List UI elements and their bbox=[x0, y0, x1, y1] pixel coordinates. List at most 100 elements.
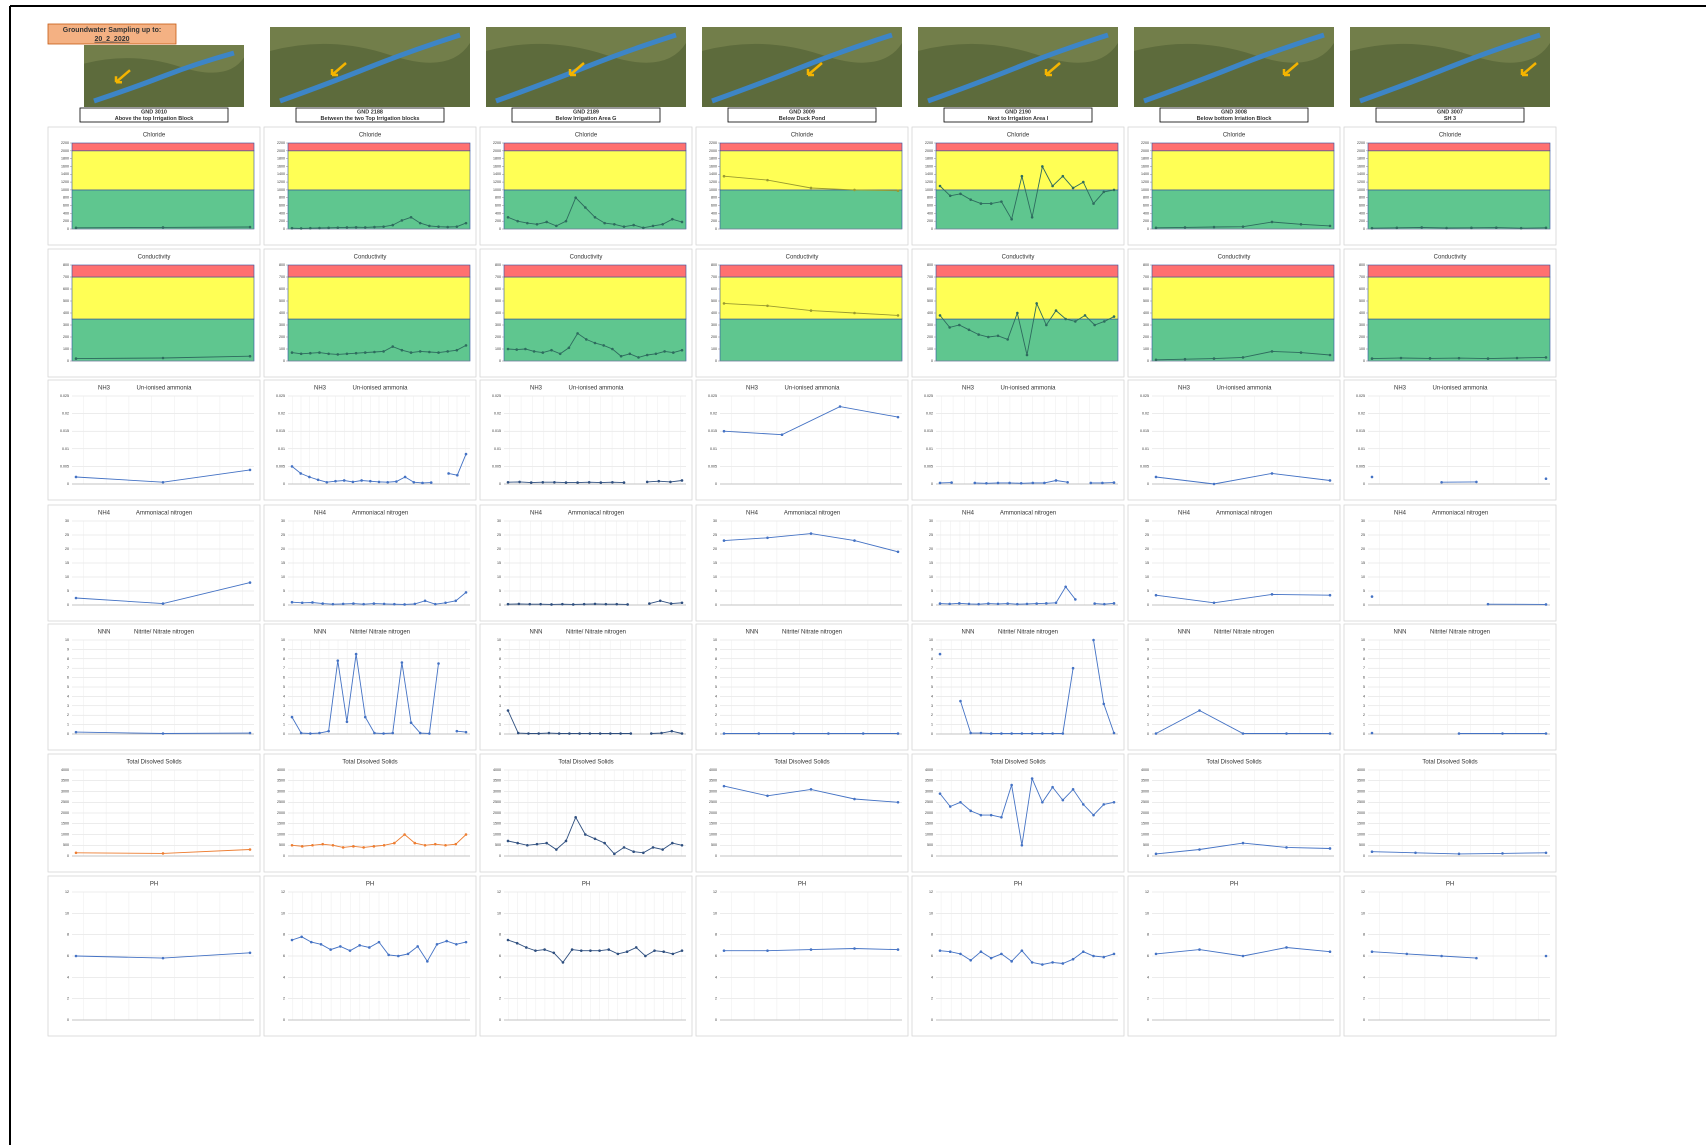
data-point bbox=[533, 350, 536, 353]
data-point bbox=[355, 653, 358, 656]
y-tick-label: 4000 bbox=[1357, 768, 1365, 772]
y-tick-label: 30 bbox=[281, 519, 285, 523]
data-point bbox=[352, 602, 355, 605]
threshold-band bbox=[504, 277, 686, 319]
y-tick-label: 1000 bbox=[61, 832, 69, 836]
y-tick-label: 1000 bbox=[61, 188, 69, 192]
threshold-band bbox=[288, 277, 470, 319]
y-tick-label: 500 bbox=[495, 843, 501, 847]
data-point bbox=[1520, 227, 1523, 230]
data-point bbox=[607, 948, 610, 951]
y-tick-label: 0 bbox=[499, 1018, 501, 1022]
data-point bbox=[576, 481, 579, 484]
data-point bbox=[1271, 472, 1274, 475]
y-tick-label: 6 bbox=[283, 954, 285, 958]
y-tick-label: 12 bbox=[281, 890, 285, 894]
y-tick-label: 300 bbox=[711, 323, 717, 327]
y-tick-label: 1600 bbox=[277, 164, 285, 168]
data-point bbox=[1329, 479, 1332, 482]
y-tick-label: 1800 bbox=[61, 157, 69, 161]
threshold-band bbox=[504, 143, 686, 151]
y-tick-label: 500 bbox=[1143, 299, 1149, 303]
data-point bbox=[291, 351, 294, 354]
y-tick-label: 3 bbox=[283, 704, 285, 708]
y-tick-label: 2000 bbox=[61, 811, 69, 815]
threshold-band bbox=[288, 319, 470, 361]
data-point bbox=[444, 601, 447, 604]
data-point bbox=[1545, 227, 1548, 230]
data-point bbox=[1055, 601, 1058, 604]
data-point bbox=[949, 194, 952, 197]
data-point bbox=[1041, 963, 1044, 966]
y-tick-label: 0.02 bbox=[926, 412, 933, 416]
chart-title: PH bbox=[1446, 882, 1454, 888]
data-point bbox=[670, 730, 673, 733]
y-tick-label: 7 bbox=[283, 666, 285, 670]
y-tick-label: 8 bbox=[1363, 933, 1365, 937]
data-point bbox=[969, 198, 972, 201]
data-point bbox=[1545, 603, 1548, 606]
y-tick-label: 7 bbox=[499, 666, 501, 670]
data-point bbox=[1545, 732, 1548, 735]
y-tick-label: 6 bbox=[715, 676, 717, 680]
threshold-band bbox=[720, 265, 902, 277]
data-point bbox=[620, 355, 623, 358]
data-point bbox=[897, 801, 900, 804]
y-tick-label: 5 bbox=[1147, 589, 1149, 593]
y-tick-label: 15 bbox=[1361, 561, 1365, 565]
data-point bbox=[661, 223, 664, 226]
data-point bbox=[162, 602, 165, 605]
data-point bbox=[1074, 320, 1077, 323]
data-point bbox=[613, 853, 616, 856]
chart-title: NH4 bbox=[1394, 511, 1407, 517]
y-tick-label: 3500 bbox=[1357, 779, 1365, 783]
data-point bbox=[723, 949, 726, 952]
y-tick-label: 8 bbox=[931, 933, 933, 937]
y-tick-label: 9 bbox=[67, 647, 69, 651]
data-point bbox=[291, 844, 294, 847]
y-tick-label: 8 bbox=[283, 933, 285, 937]
data-point bbox=[1300, 351, 1303, 354]
y-tick-label: 1600 bbox=[1357, 164, 1365, 168]
y-tick-label: 6 bbox=[283, 676, 285, 680]
data-point bbox=[1440, 481, 1443, 484]
y-tick-label: 2200 bbox=[493, 141, 501, 145]
threshold-band bbox=[720, 143, 902, 151]
y-tick-label: 9 bbox=[931, 647, 933, 651]
y-tick-label: 2500 bbox=[493, 800, 501, 804]
y-tick-label: 1500 bbox=[709, 822, 717, 826]
data-point bbox=[1092, 955, 1095, 958]
data-point bbox=[939, 314, 942, 317]
data-point bbox=[571, 948, 574, 951]
threshold-band bbox=[1368, 265, 1550, 277]
data-point bbox=[1242, 732, 1245, 735]
y-tick-label: 4 bbox=[283, 694, 285, 698]
y-tick-label: 15 bbox=[929, 561, 933, 565]
data-point bbox=[526, 222, 529, 225]
chart-title: Chloride bbox=[1439, 133, 1462, 139]
chart-subtitle: Nitrite/ Nitrate nitrogen bbox=[1214, 630, 1274, 636]
chart-title: NNN bbox=[746, 630, 759, 636]
station-code: GND 2189 bbox=[573, 109, 599, 115]
y-tick-label: 0 bbox=[67, 1018, 69, 1022]
data-point bbox=[1090, 482, 1093, 485]
y-tick-label: 0.015 bbox=[708, 429, 717, 433]
y-tick-label: 1500 bbox=[1357, 822, 1365, 826]
chart-title: NH3 bbox=[314, 386, 327, 392]
data-point bbox=[1051, 732, 1054, 735]
y-tick-label: 2000 bbox=[277, 149, 285, 153]
y-tick-label: 400 bbox=[495, 211, 501, 215]
y-tick-label: 12 bbox=[65, 890, 69, 894]
threshold-band bbox=[1368, 143, 1550, 151]
data-point bbox=[291, 939, 294, 942]
data-point bbox=[565, 481, 568, 484]
y-tick-label: 15 bbox=[281, 561, 285, 565]
data-point bbox=[1329, 732, 1332, 735]
y-tick-label: 1600 bbox=[925, 164, 933, 168]
data-point bbox=[632, 224, 635, 227]
chart-subtitle: Ammoniacal nitrogen bbox=[784, 511, 840, 517]
data-point bbox=[1032, 482, 1035, 485]
data-point bbox=[958, 324, 961, 327]
data-point bbox=[810, 788, 813, 791]
data-point bbox=[1213, 483, 1216, 486]
